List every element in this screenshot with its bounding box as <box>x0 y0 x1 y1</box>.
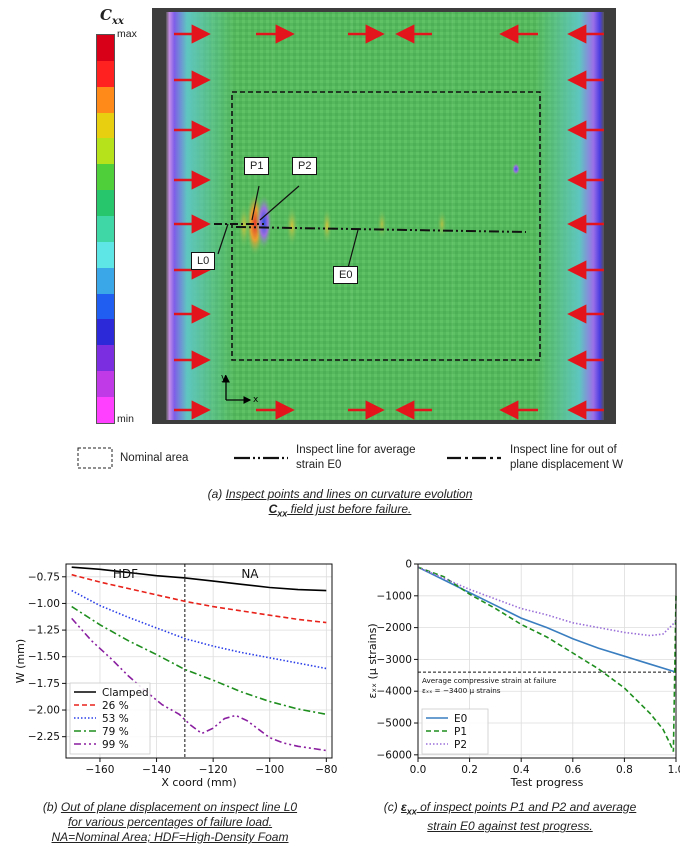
colorbar-swatch <box>97 345 114 372</box>
axis-x-label: x <box>253 395 259 405</box>
plot-frame <box>417 563 677 759</box>
series-line-0 <box>417 566 677 673</box>
x-tick-label: 0.6 <box>564 764 581 776</box>
caption-a: (a) Inspect points and lines on curvatur… <box>207 487 473 519</box>
colorbar-title: Cxx <box>100 6 124 27</box>
series-line-1 <box>71 573 327 624</box>
colorbar-swatch <box>97 293 114 320</box>
x-axis-label: Test progress <box>510 776 584 789</box>
colorbar <box>96 34 115 424</box>
series-line-3 <box>71 605 327 716</box>
colorbar-max-label: max <box>117 28 137 40</box>
y-tick-label: −6000 <box>376 749 412 761</box>
legend-label: Clamped <box>102 687 149 699</box>
x-tick-label: −80 <box>315 764 337 776</box>
legend-label: 99 % <box>102 739 129 751</box>
colorbar-swatch <box>97 371 114 398</box>
legend-oop-line-symbol <box>447 456 501 460</box>
legend-avg-line-symbol <box>234 456 288 460</box>
legend-label: P1 <box>454 726 467 738</box>
x-axis-label: X coord (mm) <box>161 776 236 789</box>
y-tick-label: −2.25 <box>28 731 60 743</box>
region-label: NA <box>241 567 259 581</box>
legend-label: P2 <box>454 739 467 751</box>
x-tick-label: 0.8 <box>616 764 633 776</box>
colorbar-swatch <box>97 267 114 294</box>
colorbar-swatch <box>97 319 114 346</box>
x-tick-label: −140 <box>142 764 171 776</box>
panel-a: Cxx max min <box>77 6 624 519</box>
y-tick-label: −5000 <box>376 718 412 730</box>
axes-triad-icon <box>222 374 252 404</box>
x-tick-label: 0.4 <box>513 764 530 776</box>
y-tick-label: −1.25 <box>28 625 60 637</box>
colorbar-swatch <box>97 86 114 113</box>
callout-p1: P1 <box>244 157 270 175</box>
y-axis-label: εₓₓ (μ strains) <box>366 623 379 698</box>
legend-avg-line-label: Inspect line for average strain E0 <box>296 444 416 471</box>
colorbar-swatch <box>97 241 114 268</box>
y-tick-label: −3000 <box>376 654 412 666</box>
y-axis-label: W (mm) <box>14 639 27 683</box>
annotation-line-1: Average compressive strain at failure <box>422 676 557 685</box>
x-tick-label: −100 <box>255 764 284 776</box>
y-tick-label: −1.50 <box>28 651 60 663</box>
legend-nominal-symbol <box>77 447 113 469</box>
series-line-2 <box>417 566 677 637</box>
y-tick-label: −4000 <box>376 686 412 698</box>
axis-y-label: y <box>221 373 227 383</box>
callout-l0: L0 <box>191 252 216 270</box>
y-tick-label: −1000 <box>376 590 412 602</box>
legend-nominal-label: Nominal area <box>120 452 189 464</box>
caption-c: (c) εxx of inspect points P1 and P2 and … <box>383 800 637 834</box>
x-tick-label: 1.0 <box>668 764 680 776</box>
y-tick-label: −2.00 <box>28 705 60 717</box>
inspect-line-e0 <box>235 226 527 233</box>
plot-frame <box>65 563 333 759</box>
legend-box <box>69 682 151 755</box>
caption-b: (b) Out of plane displacement on inspect… <box>42 800 298 844</box>
colorbar-swatch <box>97 112 114 139</box>
callout-e0: E0 <box>333 266 359 284</box>
nominal-area-box <box>231 91 541 361</box>
legend-box <box>421 708 489 755</box>
colorbar-swatch <box>97 35 114 61</box>
region-label: HDF <box>113 567 138 581</box>
colorbar-swatch <box>97 164 114 191</box>
callout-p2: P2 <box>292 157 318 175</box>
x-tick-label: −160 <box>86 764 115 776</box>
series-line-1 <box>417 566 677 752</box>
x-tick-label: −120 <box>199 764 228 776</box>
y-tick-label: 0 <box>405 559 412 571</box>
legend-oop-line-label: Inspect line for out of plane displacemen… <box>510 444 624 471</box>
colorbar-min-label: min <box>117 413 134 425</box>
legend-label: E0 <box>454 713 467 725</box>
chart-b-displacement: −160 −140 −120 −100 −80 −0.75 −1.00 −1.25 −1.50 −… <box>14 563 337 789</box>
specimen-strain-field-image: y x <box>152 8 616 424</box>
x-tick-label: 0.0 <box>410 764 427 776</box>
annotation-line-2: εₓₓ = −3400 μ strains <box>422 686 501 695</box>
y-tick-label: −2000 <box>376 622 412 634</box>
colorbar-swatch <box>97 190 114 217</box>
legend-label: 53 % <box>102 713 129 725</box>
y-tick-label: −0.75 <box>28 571 60 583</box>
y-tick-label: −1.00 <box>28 598 60 610</box>
x-tick-label: 0.2 <box>461 764 478 776</box>
legend-label: 79 % <box>102 726 129 738</box>
chart-c-strain: 0.0 0.2 0.4 0.6 0.8 1.0 0 −1000 −2000 −3000 −4000 −… <box>366 559 680 790</box>
y-tick-label: −1.75 <box>28 678 60 690</box>
colorbar-swatch <box>97 216 114 242</box>
colorbar-swatch <box>97 397 114 423</box>
series-line-4 <box>71 617 327 752</box>
legend-label: 26 % <box>102 700 129 712</box>
colorbar-swatch <box>97 60 114 87</box>
colorbar-swatch <box>97 138 114 165</box>
series-line-0 <box>71 566 327 592</box>
series-line-2 <box>71 589 327 670</box>
